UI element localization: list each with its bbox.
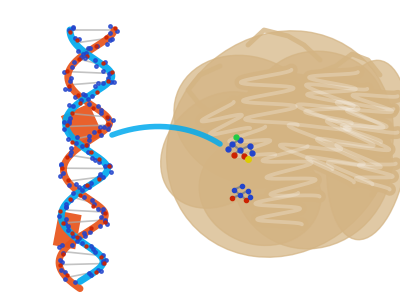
Ellipse shape: [174, 55, 322, 185]
Ellipse shape: [166, 31, 394, 257]
Ellipse shape: [199, 139, 321, 245]
Ellipse shape: [232, 81, 392, 249]
Ellipse shape: [256, 51, 384, 159]
Ellipse shape: [327, 60, 400, 240]
Ellipse shape: [161, 92, 279, 208]
